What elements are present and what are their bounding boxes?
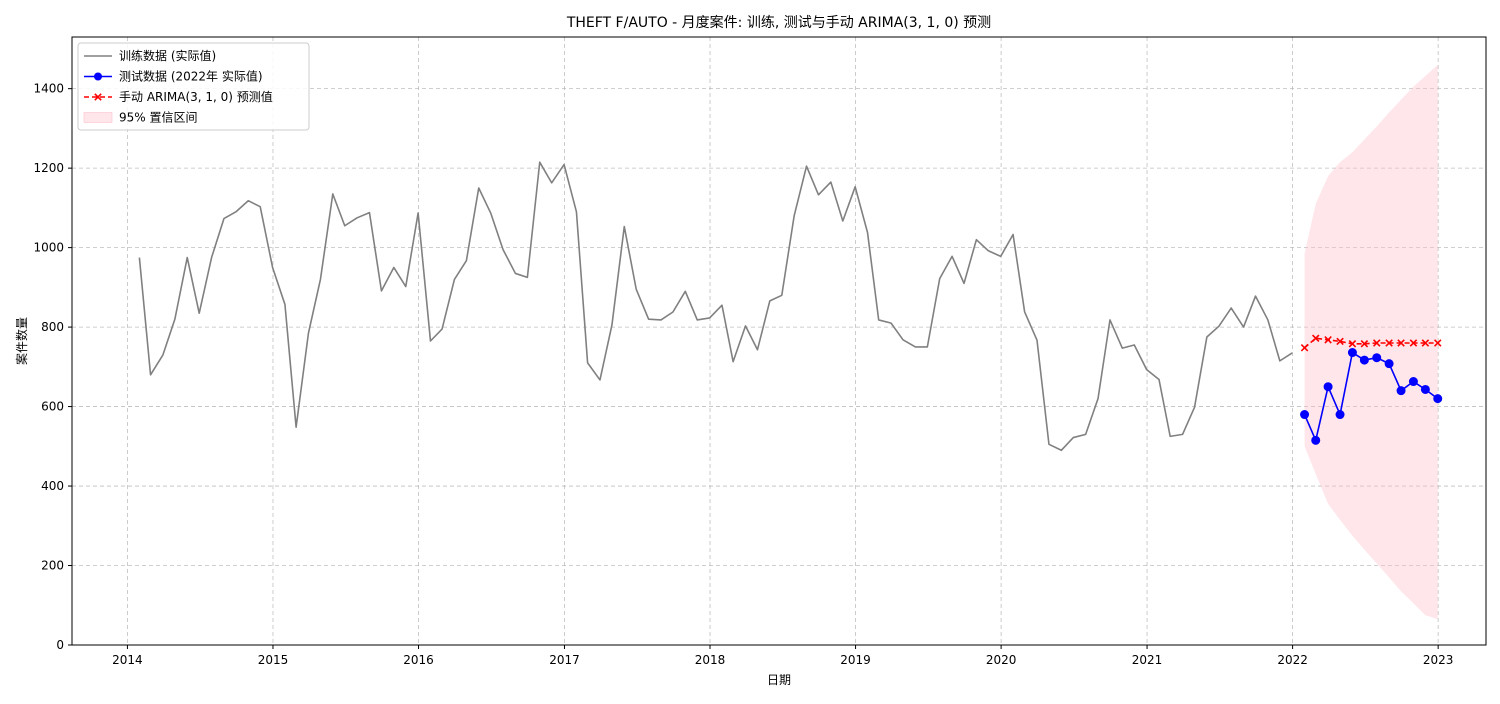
legend-label: 95% 置信区间 bbox=[119, 111, 198, 125]
y-tick-label: 400 bbox=[41, 479, 64, 493]
x-axis-label: 日期 bbox=[767, 673, 791, 687]
legend-box bbox=[77, 42, 310, 131]
legend-label: 训练数据 (实际值) bbox=[119, 48, 216, 63]
x-tick-label: 2023 bbox=[1423, 653, 1454, 667]
test-data-point bbox=[1300, 410, 1310, 420]
y-tick-label: 200 bbox=[41, 559, 64, 573]
legend-swatch-marker bbox=[94, 72, 102, 81]
forecast-data-point bbox=[1348, 340, 1357, 348]
x-tick-label: 2016 bbox=[403, 653, 434, 667]
test-data-point bbox=[1420, 384, 1430, 394]
test-data-point bbox=[1311, 435, 1321, 445]
x-tick-label: 2018 bbox=[695, 653, 726, 667]
forecast-series-line bbox=[1304, 337, 1438, 349]
forecast-data-point bbox=[1433, 339, 1442, 347]
test-data-point bbox=[1433, 394, 1443, 404]
legend-swatch-band bbox=[83, 112, 113, 123]
legend-swatch-marker bbox=[94, 93, 102, 101]
confidence-band-layer bbox=[1304, 64, 1438, 620]
forecast-data-point bbox=[1336, 337, 1344, 346]
series-layer bbox=[138, 161, 1443, 452]
chart-title: THEFT F/AUTO - 月度案件: 训练, 测试与手动 ARIMA(3, … bbox=[566, 14, 991, 31]
forecast-data-point bbox=[1360, 340, 1369, 348]
test-data-point bbox=[1396, 386, 1406, 396]
forecast-data-point bbox=[1409, 339, 1418, 347]
x-tick-label: 2021 bbox=[1132, 653, 1163, 667]
x-tick-label: 2017 bbox=[549, 653, 580, 667]
y-tick-label: 1200 bbox=[33, 161, 64, 175]
legend: 训练数据 (实际值) 测试数据 (2022年 实际值) 手动 ARIMA(3, 1,… bbox=[77, 42, 310, 131]
test-data-point bbox=[1359, 355, 1369, 365]
y-tick-label: 0 bbox=[56, 638, 64, 652]
x-tick-label: 2020 bbox=[986, 653, 1017, 667]
forecast-data-point bbox=[1300, 343, 1309, 352]
x-tick-label: 2014 bbox=[112, 653, 143, 667]
test-data-point bbox=[1323, 382, 1333, 392]
x-tick-label: 2019 bbox=[840, 653, 871, 667]
forecast-data-point bbox=[1421, 339, 1430, 347]
x-tick-label: 2022 bbox=[1277, 653, 1308, 667]
y-tick-label: 1000 bbox=[33, 241, 64, 255]
axis-layer: 2014 2015 2016 2017 2018 2019 2020 2021 2022 2023… bbox=[33, 82, 1453, 667]
y-tick-label: 800 bbox=[41, 320, 64, 334]
test-data-point bbox=[1335, 410, 1345, 420]
forecast-data-point bbox=[1397, 339, 1405, 347]
confidence-band bbox=[1304, 64, 1438, 620]
forecast-data-point bbox=[1385, 339, 1393, 347]
test-data-point bbox=[1347, 348, 1357, 358]
plot-frame bbox=[71, 36, 1487, 646]
y-axis-label: 案件数量 bbox=[14, 317, 29, 365]
test-data-point bbox=[1384, 359, 1394, 369]
forecast-data-point bbox=[1324, 336, 1332, 344]
training-series-line bbox=[138, 161, 1293, 452]
test-data-point bbox=[1372, 353, 1382, 363]
test-data-point bbox=[1408, 377, 1418, 387]
legend-label: 测试数据 (2022年 实际值) bbox=[119, 69, 263, 84]
forecast-data-point bbox=[1311, 334, 1320, 342]
legend-label: 手动 ARIMA(3, 1, 0) 预测值 bbox=[119, 89, 273, 104]
y-tick-label: 600 bbox=[41, 400, 64, 414]
x-tick-label: 2015 bbox=[258, 653, 289, 667]
y-tick-label: 1400 bbox=[33, 82, 64, 96]
forecast-data-point bbox=[1372, 339, 1381, 347]
